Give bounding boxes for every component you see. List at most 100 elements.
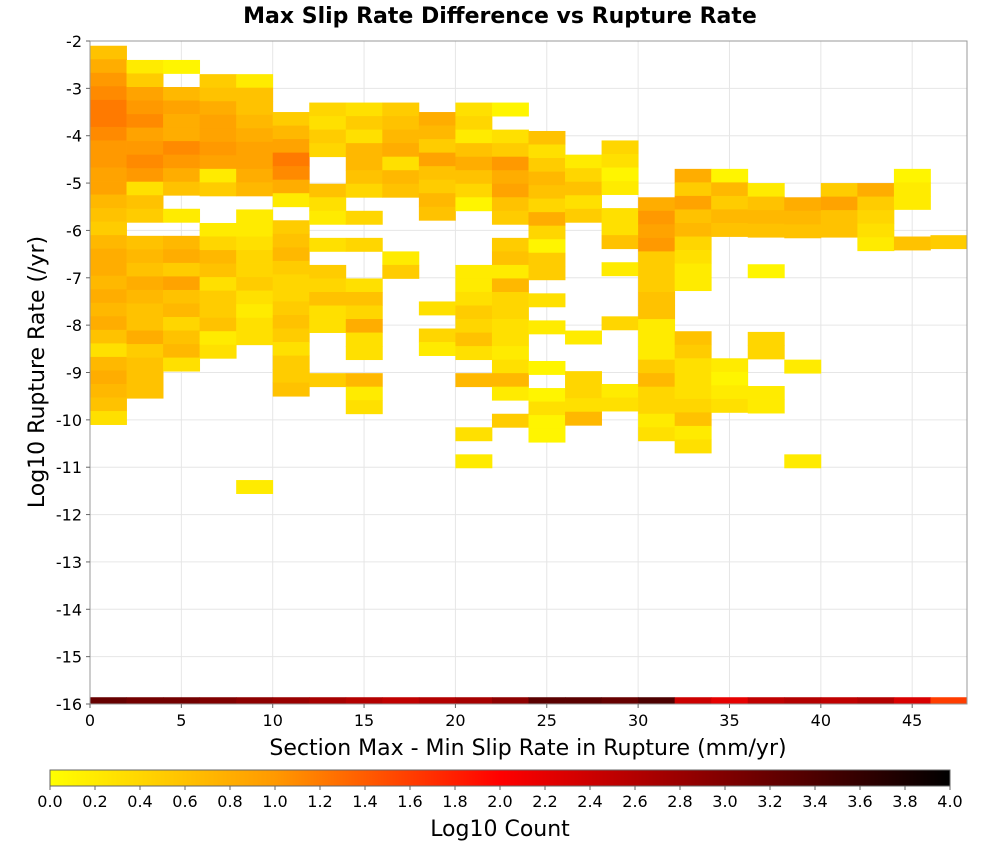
heatmap-cell	[272, 166, 310, 181]
x-tick-label: 25	[537, 711, 557, 730]
heatmap-cell	[90, 86, 127, 101]
heatmap-cell	[345, 129, 383, 144]
heatmap-cell	[90, 221, 127, 236]
heatmap-cell	[491, 319, 529, 333]
heatmap-cell	[126, 330, 164, 345]
heatmap-cell	[382, 156, 420, 171]
heatmap-cell	[199, 168, 237, 183]
heatmap-cell	[236, 182, 274, 197]
heatmap-cell	[272, 220, 310, 235]
heatmap-cell	[638, 224, 676, 239]
heatmap-cell	[638, 346, 676, 361]
heatmap-cell	[565, 697, 602, 704]
heatmap-cell	[601, 383, 639, 398]
heatmap-cell	[126, 87, 164, 101]
heatmap-cell	[199, 128, 237, 143]
heatmap-cell	[711, 222, 749, 237]
heatmap-cell	[674, 263, 712, 278]
heatmap-cell	[272, 193, 310, 208]
heatmap-cell	[674, 209, 712, 224]
heatmap-cell	[711, 385, 749, 400]
heatmap-cell	[90, 45, 127, 60]
heatmap-cell	[601, 208, 639, 223]
heatmap-cell	[163, 59, 201, 74]
heatmap-cell	[528, 266, 566, 281]
heatmap-cell	[309, 183, 347, 198]
heatmap-cell	[455, 143, 493, 158]
heatmap-cell	[528, 198, 566, 213]
heatmap-cell	[820, 183, 858, 198]
heatmap-cell	[674, 697, 712, 704]
heatmap-cell	[455, 129, 493, 144]
heatmap-cell	[309, 373, 347, 388]
colorbar	[49, 769, 951, 787]
heatmap-cell	[747, 196, 785, 211]
colorbar-tick-label: 0.4	[127, 792, 152, 811]
heatmap-cell	[199, 250, 237, 264]
colorbar-ticks: 0.0 0.2 0.4 0.6 0.8 1.0 1.2 1.4 1.6 1.8 2.0 2.2 2.4 2…	[37, 786, 963, 811]
y-axis-label: Log10 Rupture Rate (/yr)	[25, 236, 50, 508]
heatmap-cell	[784, 359, 822, 374]
heatmap-cell	[236, 277, 274, 292]
heatmap-cell	[163, 262, 201, 277]
heatmap-cell	[199, 290, 237, 305]
heatmap-cell	[272, 369, 310, 384]
heatmap-cell	[126, 371, 164, 386]
heatmap-cell	[163, 114, 201, 128]
heatmap-cell	[747, 697, 785, 704]
heatmap-cell	[199, 331, 237, 346]
heatmap-cell	[820, 697, 858, 704]
heatmap-cell	[638, 264, 676, 279]
colorbar-tick-label: 3.6	[847, 792, 872, 811]
heatmap-cell	[857, 210, 895, 225]
heatmap-cell	[747, 386, 785, 400]
heatmap-cell	[528, 171, 566, 186]
heatmap-cell	[528, 401, 566, 416]
heatmap-cell	[491, 143, 529, 158]
heatmap-cell	[199, 182, 237, 197]
heatmap-cell	[893, 236, 931, 251]
heatmap-cell	[236, 74, 274, 89]
heatmap-cell	[893, 697, 931, 704]
heatmap-cell	[199, 697, 237, 704]
heatmap-cell	[90, 167, 127, 182]
heatmap-cell	[528, 212, 566, 227]
heatmap-cell	[382, 264, 420, 279]
heatmap-cell	[382, 183, 420, 198]
y-axis-ticks: -2 -3 -4 -5 -6 -7 -8 -9 -10 -11 -12 -13 -14 -15 -16	[56, 32, 90, 714]
heatmap-cell	[199, 114, 237, 129]
heatmap-cell	[309, 697, 347, 704]
heatmap-cell	[272, 328, 310, 343]
heatmap-cell	[126, 208, 164, 223]
chart-title: Max Slip Rate Difference vs Rupture Rate	[243, 4, 757, 29]
heatmap-cell	[565, 208, 602, 223]
heatmap-cell	[747, 183, 785, 198]
heatmap-cell	[309, 291, 347, 306]
heatmap-cell	[163, 208, 201, 223]
heatmap-cell	[528, 428, 566, 443]
heatmap-cell	[90, 194, 127, 209]
heatmap-cell	[747, 331, 785, 346]
heatmap-cell	[126, 357, 164, 372]
heatmap-cell	[309, 305, 347, 320]
heatmap-cell	[418, 166, 456, 181]
heatmap-cell	[199, 263, 237, 278]
x-tick-label: 30	[628, 711, 648, 730]
heatmap-cell	[90, 697, 127, 704]
heatmap-cell	[491, 156, 529, 171]
heatmap-cell	[674, 439, 712, 454]
heatmap-cell	[601, 697, 639, 704]
heatmap-cell	[236, 155, 274, 170]
heatmap-cell	[236, 141, 274, 156]
heatmap-cell	[528, 185, 566, 200]
y-tick-label: -11	[56, 458, 82, 477]
heatmap-cell	[491, 291, 529, 306]
heatmap-cell	[272, 287, 310, 302]
heatmap-cell	[163, 127, 201, 142]
heatmap-cell	[345, 305, 383, 320]
heatmap-cell	[163, 235, 201, 250]
heatmap-cell	[126, 276, 164, 291]
colorbar-tick-label: 1.8	[442, 792, 467, 811]
heatmap-cell	[236, 317, 274, 332]
colorbar-tick-label: 2.6	[622, 792, 647, 811]
